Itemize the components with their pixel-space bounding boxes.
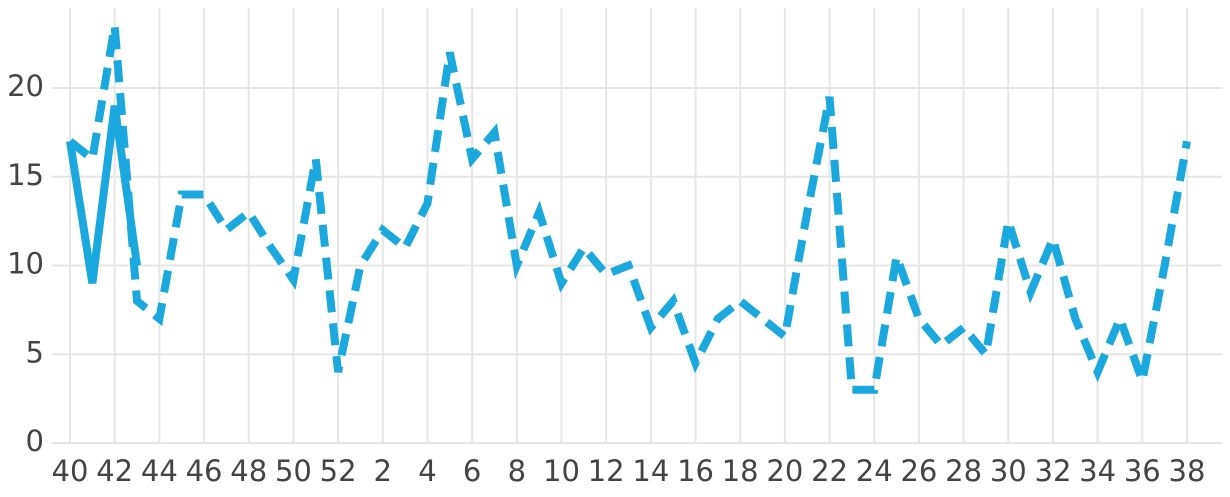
x-tick-label: 34: [1079, 454, 1116, 488]
x-tick-label: 44: [141, 454, 178, 488]
x-tick-label: 32: [1035, 454, 1072, 488]
x-tick-label: 30: [990, 454, 1027, 488]
y-tick-label: 0: [26, 424, 44, 458]
x-tick-label: 20: [766, 454, 803, 488]
x-tick-label: 8: [508, 454, 526, 488]
x-tick-label: 28: [945, 454, 982, 488]
x-tick-label: 6: [463, 454, 481, 488]
x-tick-label: 18: [722, 454, 759, 488]
x-tick-label: 52: [320, 454, 357, 488]
x-tick-label: 46: [186, 454, 223, 488]
y-tick-label: 10: [7, 247, 44, 281]
x-tick-label: 48: [230, 454, 267, 488]
series-line: [67, 25, 1191, 396]
x-tick-label: 38: [1169, 454, 1206, 488]
x-tick-label: 2: [374, 454, 392, 488]
x-tick-label: 40: [52, 454, 89, 488]
y-tick-label: 20: [7, 69, 44, 103]
x-tick-label: 12: [588, 454, 625, 488]
x-tick-label: 22: [811, 454, 848, 488]
x-tick-label: 4: [418, 454, 436, 488]
y-tick-label: 5: [26, 335, 44, 369]
y-tick-label: 15: [7, 158, 44, 192]
series-line: [66, 105, 141, 284]
x-tick-label: 42: [96, 454, 133, 488]
x-tick-label: 36: [1124, 454, 1161, 488]
x-tick-label: 50: [275, 454, 312, 488]
x-tick-label: 26: [900, 454, 937, 488]
x-tick-label: 24: [856, 454, 893, 488]
x-tick-label: 10: [543, 454, 580, 488]
x-tick-label: 14: [632, 454, 669, 488]
x-tick-label: 16: [677, 454, 714, 488]
